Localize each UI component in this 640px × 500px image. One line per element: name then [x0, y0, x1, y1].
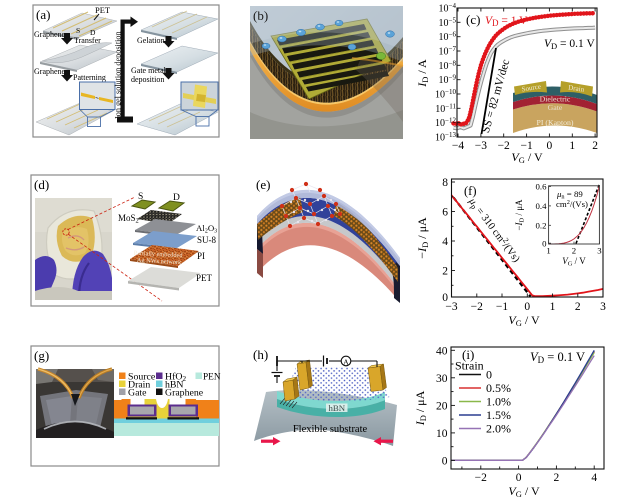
svg-text:PEN: PEN: [203, 373, 221, 383]
svg-text:(f): (f): [464, 184, 477, 198]
svg-text:0: 0: [442, 292, 448, 304]
svg-text:Ag NWs network: Ag NWs network: [137, 257, 183, 266]
svg-text:0: 0: [524, 301, 530, 313]
svg-text:Source: Source: [128, 372, 156, 383]
svg-text:Ion gel solution deposition: Ion gel solution deposition: [114, 31, 123, 119]
svg-text:3: 3: [600, 301, 606, 313]
svg-text:ID / A: ID / A: [415, 59, 430, 88]
svg-text:1: 1: [569, 140, 575, 152]
svg-text:(g): (g): [34, 348, 49, 363]
svg-text:(h): (h): [253, 347, 268, 362]
svg-text:0: 0: [542, 238, 547, 248]
svg-text:PI: PI: [197, 251, 205, 261]
svg-text:3: 3: [597, 246, 602, 256]
svg-text:0: 0: [442, 455, 448, 467]
svg-text:Gate metal: Gate metal: [131, 66, 167, 75]
svg-text:Partially embedded: Partially embedded: [134, 250, 184, 260]
svg-text:PET: PET: [196, 273, 213, 283]
svg-text:(e): (e): [256, 177, 270, 192]
svg-text:Drain: Drain: [568, 84, 585, 94]
svg-text:HfO2: HfO2: [165, 372, 186, 384]
svg-text:ID / μA: ID / μA: [413, 390, 428, 426]
svg-text:A: A: [343, 357, 349, 366]
svg-text:Flexible substrate: Flexible substrate: [293, 424, 368, 435]
svg-text:−ID / μA: −ID / μA: [514, 199, 526, 231]
svg-text:0: 0: [516, 472, 522, 484]
svg-text:1: 1: [546, 246, 550, 256]
svg-text:Al2O3: Al2O3: [196, 223, 217, 234]
svg-text:Dielectric: Dielectric: [540, 95, 571, 104]
svg-text:−ID / μA: −ID / μA: [415, 217, 430, 259]
svg-text:VG / V: VG / V: [511, 150, 543, 165]
svg-text:4: 4: [442, 236, 448, 248]
svg-text:2: 2: [572, 246, 576, 256]
svg-text:8: 8: [442, 177, 448, 189]
svg-text:2: 2: [554, 472, 560, 484]
svg-text:VG / V: VG / V: [508, 313, 540, 328]
svg-text:Source: Source: [521, 83, 541, 94]
svg-text:μn = 89: μn = 89: [556, 189, 583, 201]
svg-text:Gate: Gate: [548, 103, 563, 112]
svg-text:(b): (b): [253, 8, 268, 23]
svg-text:0: 0: [486, 368, 492, 382]
svg-text:deposition: deposition: [131, 75, 164, 84]
svg-text:−2: −2: [471, 301, 483, 313]
svg-text:−2: −2: [475, 472, 487, 484]
svg-text:PI (Kapton): PI (Kapton): [536, 118, 573, 127]
svg-text:2: 2: [592, 140, 598, 152]
svg-text:0.5%: 0.5%: [486, 381, 511, 395]
svg-text:(d): (d): [34, 177, 49, 192]
svg-text:cm2/(Vs): cm2/(Vs): [556, 199, 588, 209]
svg-text:−3: −3: [445, 301, 457, 313]
svg-text:20: 20: [436, 400, 448, 412]
svg-text:D: D: [173, 193, 180, 203]
svg-text:hBN: hBN: [165, 380, 184, 391]
svg-text:2.0%: 2.0%: [486, 422, 511, 436]
svg-text:1.5%: 1.5%: [486, 408, 511, 422]
svg-text:VD = 0.1 V: VD = 0.1 V: [530, 350, 585, 365]
svg-text:30: 30: [436, 373, 448, 385]
svg-text:hBN: hBN: [328, 403, 345, 413]
svg-text:1: 1: [550, 301, 556, 313]
svg-text:Graphene: Graphene: [34, 67, 66, 76]
svg-text:Patterning: Patterning: [73, 73, 106, 82]
svg-text:0.2: 0.2: [536, 220, 547, 230]
svg-text:VD = 1 V: VD = 1 V: [485, 15, 528, 28]
svg-text:−3: −3: [475, 140, 487, 152]
svg-text:Gate: Gate: [128, 388, 147, 399]
svg-text:PET: PET: [95, 5, 111, 15]
svg-text:MoS2: MoS2: [118, 213, 139, 225]
svg-text:VG / V: VG / V: [562, 256, 586, 268]
svg-text:VD = 0.1 V: VD = 0.1 V: [544, 38, 595, 51]
svg-text:S: S: [138, 192, 143, 202]
svg-text:2: 2: [442, 266, 448, 278]
svg-text:0.4: 0.4: [536, 201, 548, 211]
svg-text:6: 6: [442, 207, 448, 219]
svg-text:Strain: Strain: [455, 359, 484, 373]
svg-text:(a): (a): [36, 7, 50, 22]
svg-text:Transfer: Transfer: [74, 36, 101, 45]
svg-text:Gelation: Gelation: [137, 36, 165, 45]
svg-text:(c): (c): [466, 12, 480, 27]
svg-text:Graphene: Graphene: [34, 30, 66, 39]
svg-text:−1: −1: [520, 140, 532, 152]
svg-text:−1: −1: [496, 301, 508, 313]
svg-text:−2: −2: [498, 140, 510, 152]
svg-text:(i): (i): [462, 347, 474, 362]
svg-text:4: 4: [591, 472, 597, 484]
svg-text:0: 0: [547, 140, 553, 152]
svg-text:Drain: Drain: [128, 380, 150, 391]
svg-text:Graphene: Graphene: [165, 388, 204, 399]
svg-text:SU-8: SU-8: [197, 235, 217, 245]
svg-text:D: D: [90, 28, 96, 37]
svg-text:VG / V: VG / V: [508, 484, 540, 499]
svg-text:0.6: 0.6: [536, 182, 548, 192]
svg-text:10: 10: [436, 428, 448, 440]
svg-text:S: S: [76, 26, 80, 35]
svg-text:40: 40: [436, 345, 448, 357]
svg-text:−4: −4: [452, 140, 464, 152]
svg-text:1.0%: 1.0%: [486, 395, 511, 409]
svg-text:2: 2: [575, 301, 581, 313]
